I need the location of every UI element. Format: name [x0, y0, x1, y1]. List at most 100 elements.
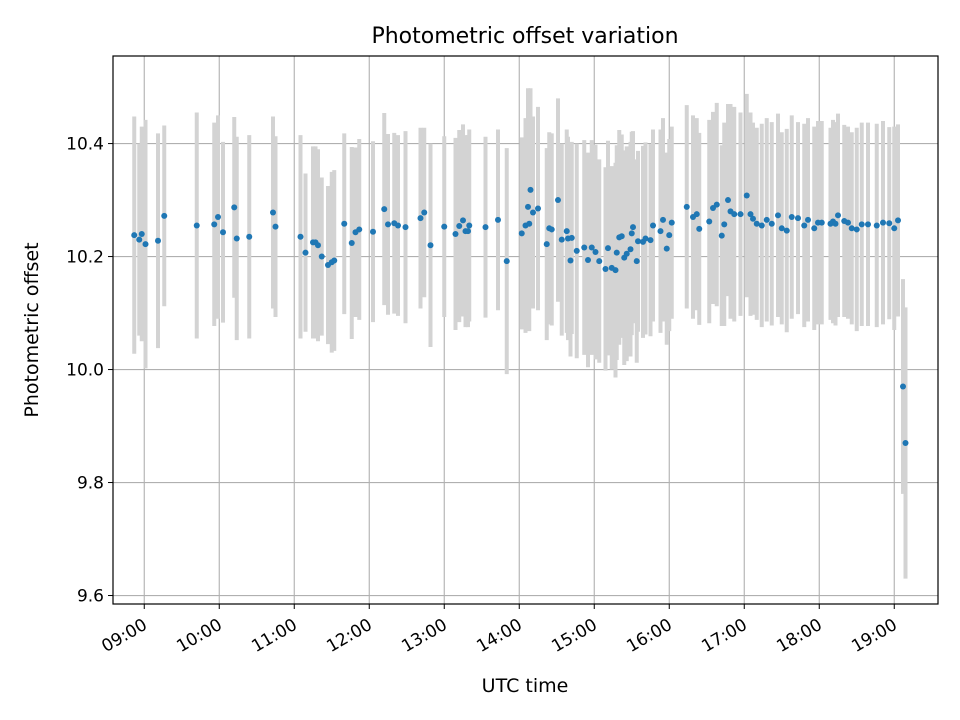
data-point — [768, 220, 775, 227]
data-point — [272, 223, 279, 230]
data-point — [623, 250, 630, 257]
data-point — [602, 265, 609, 272]
data-point — [567, 257, 574, 264]
data-point — [456, 223, 463, 230]
data-point — [495, 216, 501, 223]
data-point — [853, 226, 860, 233]
data-point — [231, 204, 238, 211]
data-point — [331, 257, 338, 264]
data-point — [635, 238, 641, 245]
data-point — [900, 383, 906, 390]
data-point — [650, 222, 656, 229]
data-point — [693, 211, 700, 218]
data-point — [647, 237, 654, 244]
data-point — [417, 215, 424, 222]
data-point — [220, 229, 226, 236]
data-point — [858, 221, 865, 228]
data-point — [706, 218, 713, 225]
data-point — [832, 220, 839, 227]
data-point — [628, 230, 635, 237]
data-point — [713, 201, 720, 208]
data-point — [592, 249, 599, 256]
data-point — [627, 246, 634, 253]
data-point — [848, 225, 855, 232]
data-point — [633, 258, 640, 265]
data-point — [381, 206, 388, 213]
data-point — [482, 224, 489, 231]
data-point — [696, 225, 703, 232]
data-point — [660, 216, 666, 223]
data-point — [605, 245, 611, 252]
data-point — [666, 232, 673, 239]
data-point — [421, 209, 428, 216]
data-point — [750, 215, 756, 222]
data-point — [563, 228, 570, 235]
data-point — [788, 214, 795, 221]
data-point — [503, 258, 510, 265]
data-point — [543, 241, 550, 248]
data-point — [613, 249, 620, 256]
data-point — [348, 239, 355, 246]
data-point — [747, 211, 754, 218]
data-point — [873, 222, 880, 229]
data-point — [657, 228, 664, 235]
data-point — [618, 233, 625, 240]
data-point — [783, 227, 790, 234]
data-point — [891, 225, 898, 232]
data-point — [811, 225, 818, 232]
data-point — [341, 220, 348, 227]
chart-title: Photometric offset variation — [371, 24, 678, 49]
data-point — [778, 225, 785, 232]
data-point — [818, 219, 825, 226]
y-tick-label: 10.2 — [66, 248, 104, 268]
y-axis-ticks: 9.6 9.8 10.0 10.2 10.4 — [66, 135, 113, 607]
data-point — [763, 216, 770, 223]
data-point — [131, 232, 138, 239]
data-point — [630, 224, 636, 231]
data-point — [642, 235, 649, 242]
data-point — [535, 205, 541, 212]
plot-area-frame — [112, 55, 939, 605]
data-point — [725, 197, 731, 204]
data-point — [721, 221, 728, 228]
data-point — [466, 222, 473, 229]
data-point — [585, 256, 591, 263]
data-point — [880, 219, 886, 226]
data-point — [737, 211, 744, 218]
data-point — [452, 230, 459, 237]
data-point — [588, 244, 595, 251]
data-point — [865, 221, 871, 228]
data-point — [683, 203, 690, 210]
data-point — [581, 244, 588, 251]
data-point — [246, 233, 253, 240]
data-point — [138, 230, 145, 237]
data-point — [161, 212, 168, 219]
data-point — [402, 224, 409, 231]
data-point — [558, 236, 565, 243]
data-point — [193, 222, 200, 229]
data-point — [801, 222, 808, 229]
data-point — [530, 209, 536, 216]
x-axis-label: UTC time — [482, 675, 569, 697]
data-point — [136, 236, 143, 243]
data-point — [318, 253, 325, 260]
data-point — [142, 241, 149, 248]
data-point — [356, 226, 363, 233]
data-point — [743, 192, 750, 199]
data-point — [663, 245, 670, 252]
data-point — [518, 230, 525, 237]
data-point — [886, 220, 893, 227]
data-point — [795, 215, 801, 222]
y-tick-label: 10.4 — [66, 135, 104, 155]
data-point — [297, 233, 304, 240]
data-point — [211, 221, 218, 228]
data-point — [753, 220, 760, 227]
data-point — [370, 228, 376, 235]
data-point — [612, 267, 619, 274]
data-point — [775, 212, 781, 219]
data-point — [315, 242, 321, 249]
data-point — [758, 222, 765, 229]
data-point — [805, 216, 811, 223]
